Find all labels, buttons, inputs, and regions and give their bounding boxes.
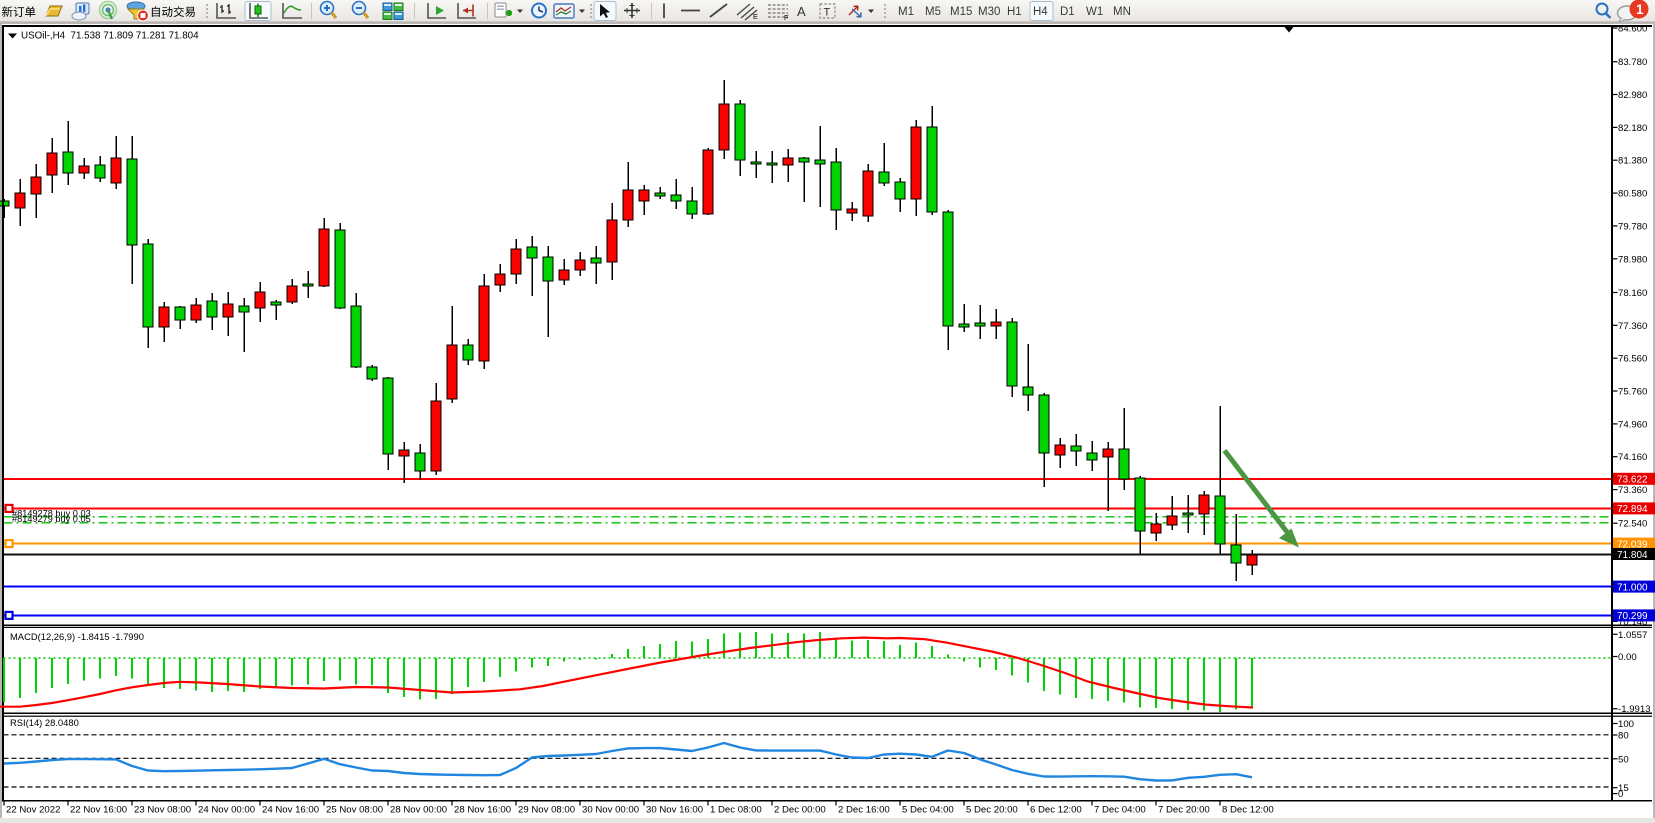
svg-text:15: 15 — [1618, 783, 1629, 794]
svg-text:100: 100 — [1618, 719, 1634, 730]
svg-text:74.160: 74.160 — [1618, 452, 1647, 463]
svg-text:22 Nov 2022: 22 Nov 2022 — [6, 805, 60, 816]
svg-text:M5: M5 — [925, 6, 941, 18]
svg-text:A: A — [797, 4, 806, 19]
svg-text:0.00: 0.00 — [1618, 652, 1637, 663]
svg-text:E: E — [753, 12, 758, 21]
svg-text:7 Dec 04:00: 7 Dec 04:00 — [1094, 805, 1146, 816]
svg-text:7 Dec 20:00: 7 Dec 20:00 — [1158, 805, 1210, 816]
svg-text:F: F — [784, 13, 789, 22]
svg-text:H4: H4 — [1033, 6, 1048, 18]
svg-text:50: 50 — [1618, 754, 1629, 765]
svg-text:25 Nov 08:00: 25 Nov 08:00 — [326, 805, 383, 816]
svg-text:D1: D1 — [1060, 6, 1075, 18]
svg-text:8 Dec 12:00: 8 Dec 12:00 — [1222, 805, 1274, 816]
svg-text:M1: M1 — [898, 6, 914, 18]
svg-text:2 Dec 00:00: 2 Dec 00:00 — [774, 805, 826, 816]
svg-text:USOil-,H4 71.538 71.809 71.28: USOil-,H4 71.538 71.809 71.281 71.804 — [21, 31, 199, 42]
svg-text:RSI(14) 28.0480: RSI(14) 28.0480 — [10, 717, 79, 728]
svg-text:6 Dec 12:00: 6 Dec 12:00 — [1030, 805, 1082, 816]
svg-text:28 Nov 00:00: 28 Nov 00:00 — [390, 805, 447, 816]
svg-text:T: T — [824, 7, 831, 19]
svg-text:75.760: 75.760 — [1618, 387, 1647, 398]
svg-text:70.140: 70.140 — [1618, 617, 1647, 628]
svg-text:84.600: 84.600 — [1618, 24, 1647, 35]
svg-text:#8149279 buy 0.05: #8149279 buy 0.05 — [12, 514, 91, 524]
svg-text:5 Dec 04:00: 5 Dec 04:00 — [902, 805, 954, 816]
svg-text:79.780: 79.780 — [1618, 221, 1647, 232]
svg-text:30 Nov 16:00: 30 Nov 16:00 — [646, 805, 703, 816]
svg-text:H1: H1 — [1007, 6, 1022, 18]
svg-text:81.380: 81.380 — [1618, 156, 1647, 167]
svg-text:23 Nov 08:00: 23 Nov 08:00 — [134, 805, 191, 816]
svg-text:24 Nov 16:00: 24 Nov 16:00 — [262, 805, 319, 816]
svg-text:M15: M15 — [950, 6, 972, 18]
svg-text:1: 1 — [1636, 2, 1644, 17]
svg-text:72.540: 72.540 — [1618, 519, 1647, 530]
svg-text:82.180: 82.180 — [1618, 123, 1647, 134]
svg-text:2 Dec 16:00: 2 Dec 16:00 — [838, 805, 890, 816]
svg-text:24 Nov 00:00: 24 Nov 00:00 — [198, 805, 255, 816]
svg-text:W1: W1 — [1086, 6, 1103, 18]
svg-text:1 Dec 08:00: 1 Dec 08:00 — [710, 805, 762, 816]
svg-text:76.560: 76.560 — [1618, 354, 1647, 365]
svg-text:74.960: 74.960 — [1618, 419, 1647, 430]
svg-text:80.580: 80.580 — [1618, 189, 1647, 200]
svg-text:72.039: 72.039 — [1617, 539, 1648, 550]
svg-text:MN: MN — [1113, 6, 1131, 18]
svg-text:M30: M30 — [978, 6, 1000, 18]
svg-text:-1.9913: -1.9913 — [1618, 704, 1651, 715]
svg-text:22 Nov 16:00: 22 Nov 16:00 — [70, 805, 127, 816]
svg-text:82.980: 82.980 — [1618, 90, 1647, 101]
svg-text:83.780: 83.780 — [1618, 57, 1647, 68]
svg-text:30 Nov 00:00: 30 Nov 00:00 — [582, 805, 639, 816]
svg-text:#8149278 buy 0.03: #8149278 buy 0.03 — [12, 509, 91, 519]
svg-text:73.622: 73.622 — [1617, 475, 1648, 486]
svg-text:0: 0 — [1618, 789, 1623, 800]
svg-text:5 Dec 20:00: 5 Dec 20:00 — [966, 805, 1018, 816]
svg-text:70.299: 70.299 — [1617, 611, 1648, 622]
svg-text:71.804: 71.804 — [1617, 550, 1648, 561]
svg-text:29 Nov 08:00: 29 Nov 08:00 — [518, 805, 575, 816]
svg-text:72.894: 72.894 — [1617, 504, 1648, 515]
svg-text:73.360: 73.360 — [1618, 485, 1647, 496]
svg-text:1.0557: 1.0557 — [1618, 630, 1647, 641]
svg-text:78.980: 78.980 — [1618, 254, 1647, 265]
svg-text:MACD(12,26,9) -1.8415 -1.7990: MACD(12,26,9) -1.8415 -1.7990 — [10, 631, 144, 642]
svg-text:77.360: 77.360 — [1618, 321, 1647, 332]
svg-text:80: 80 — [1618, 731, 1629, 742]
svg-text:78.160: 78.160 — [1618, 288, 1647, 299]
svg-text:28 Nov 16:00: 28 Nov 16:00 — [454, 805, 511, 816]
svg-text:71.000: 71.000 — [1617, 582, 1648, 593]
